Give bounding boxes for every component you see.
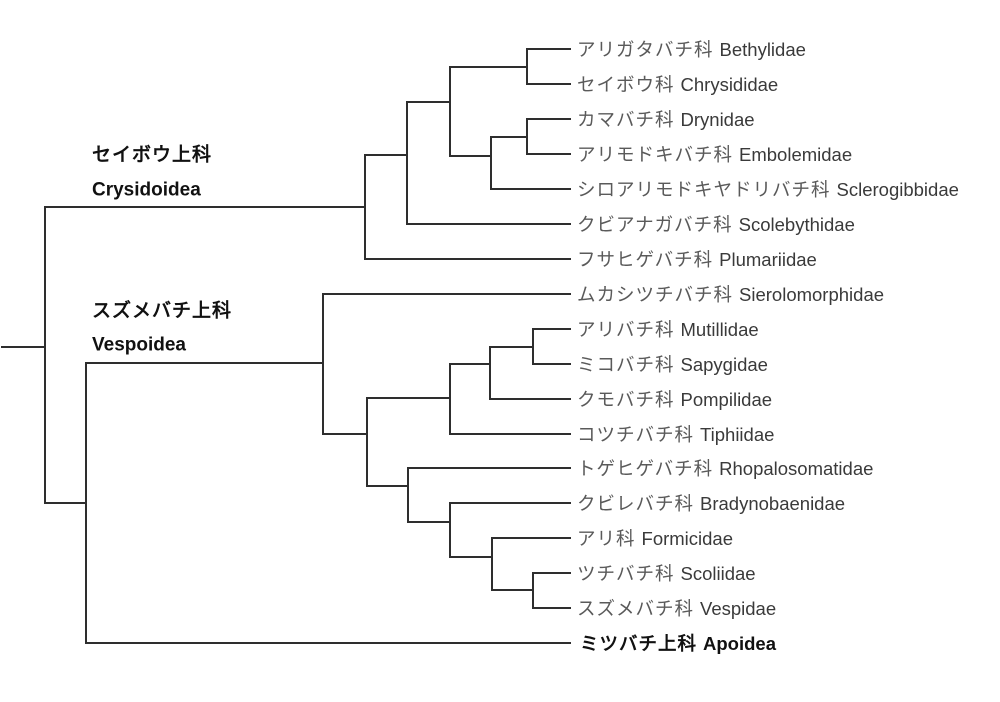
taxon-label-mutillidae: アリバチ科 Mutillidae <box>577 319 759 340</box>
taxon-label-la: Bethylidae <box>720 39 806 60</box>
taxon-label-jp: ムカシツチバチ科 <box>577 284 733 305</box>
taxon-label-la: Chrysididae <box>681 74 779 95</box>
taxon-label-la: Scolebythidae <box>739 214 855 235</box>
taxon-label-jp: クモバチ科 <box>577 389 675 410</box>
taxon-label-la: Scoliidae <box>681 563 756 584</box>
taxon-label-jp: ミツバチ上科 <box>580 633 697 654</box>
taxon-label-drynidae: カマバチ科 Drynidae <box>577 109 755 130</box>
taxon-label-jp: コツチバチ科 <box>577 424 694 445</box>
taxon-label-la: Formicidae <box>642 528 734 549</box>
taxon-label-jp: クビアナガバチ科 <box>577 214 733 235</box>
taxon-label-la: Sierolomorphidae <box>739 284 884 305</box>
taxon-label-la: Drynidae <box>681 109 755 130</box>
taxon-label-vespidae: スズメバチ科 Vespidae <box>577 598 776 619</box>
taxon-label-rhopalosomatidae: トゲヒゲバチ科 Rhopalosomatidae <box>577 458 873 479</box>
superfamily-label-chrysidoidea-jp: セイボウ上科 <box>92 143 212 166</box>
taxon-label-la: Sapygidae <box>681 354 768 375</box>
taxon-label-bethylidae: アリガタバチ科 Bethylidae <box>577 39 806 60</box>
taxon-label-apoidea: ミツバチ上科 Apoidea <box>580 633 777 654</box>
taxon-label-la: Apoidea <box>703 633 777 654</box>
taxon-label-la: Embolemidae <box>739 144 852 165</box>
taxon-label-scoliidae: ツチバチ科 Scoliidae <box>577 563 756 584</box>
taxon-label-jp: アリバチ科 <box>577 319 675 340</box>
taxon-label-la: Tiphiidae <box>700 424 774 445</box>
taxon-label-embolemidae: アリモドキバチ科 Embolemidae <box>577 144 852 165</box>
taxon-label-formicidae: アリ科 Formicidae <box>577 528 733 549</box>
taxon-label-la: Sclerogibbidae <box>837 179 959 200</box>
taxon-label-jp: トゲヒゲバチ科 <box>577 458 713 479</box>
taxon-label-la: Rhopalosomatidae <box>719 458 873 479</box>
taxon-label-jp: アリモドキバチ科 <box>577 144 733 165</box>
taxon-label-la: Vespidae <box>700 598 776 619</box>
taxon-label-chrysididae: セイボウ科 Chrysididae <box>577 74 778 95</box>
taxon-label-jp: ミコバチ科 <box>577 354 675 375</box>
taxon-label-sierolomorphidae: ムカシツチバチ科 Sierolomorphidae <box>577 284 884 305</box>
taxon-label-plumariidae: フサヒゲバチ科 Plumariidae <box>577 249 817 270</box>
taxon-label-bradynobaenidae: クビレバチ科 Bradynobaenidae <box>577 493 845 514</box>
taxon-label-jp: クビレバチ科 <box>577 493 694 514</box>
taxon-label-la: Mutillidae <box>681 319 759 340</box>
taxon-label-jp: カマバチ科 <box>577 109 675 130</box>
superfamily-label-vespoidea-jp: スズメバチ上科 <box>92 299 232 322</box>
taxon-label-la: Pompilidae <box>681 389 773 410</box>
taxon-label-scolebythidae: クビアナガバチ科 Scolebythidae <box>577 214 855 235</box>
taxon-label-sapygidae: ミコバチ科 Sapygidae <box>577 354 768 375</box>
taxon-label-jp: セイボウ科 <box>577 74 675 95</box>
taxon-label-la: Plumariidae <box>719 249 817 270</box>
taxon-label-jp: アリ科 <box>577 528 636 549</box>
superfamily-label-vespoidea-latin: Vespoidea <box>92 335 186 356</box>
taxon-label-pompilidae: クモバチ科 Pompilidae <box>577 389 772 410</box>
taxon-label-jp: シロアリモドキヤドリバチ科 <box>577 179 831 200</box>
taxon-label-jp: ツチバチ科 <box>577 563 675 584</box>
taxon-label-sclerogibbidae: シロアリモドキヤドリバチ科 Sclerogibbidae <box>577 179 959 200</box>
taxon-label-tiphiidae: コツチバチ科 Tiphiidae <box>577 424 774 445</box>
taxon-label-la: Bradynobaenidae <box>700 493 845 514</box>
taxon-label-jp: アリガタバチ科 <box>577 39 714 60</box>
taxon-label-jp: フサヒゲバチ科 <box>577 249 713 270</box>
superfamily-label-chrysidoidea-latin: Crysidoidea <box>92 180 201 201</box>
taxon-label-jp: スズメバチ科 <box>577 598 694 619</box>
